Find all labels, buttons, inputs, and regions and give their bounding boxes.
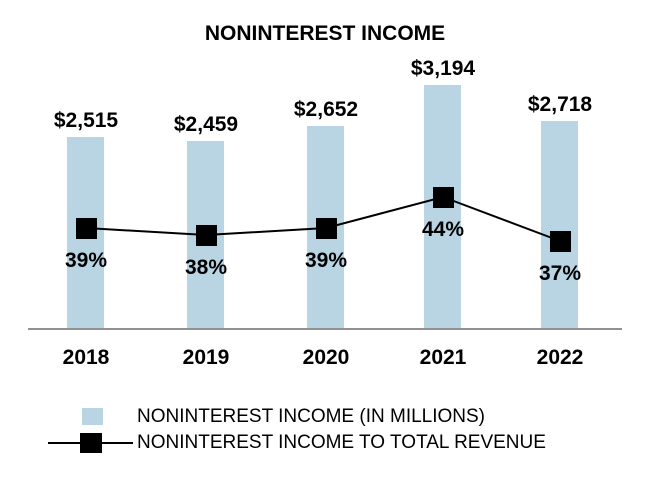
bar-2018 bbox=[67, 137, 104, 329]
line-value-label-2020: 39% bbox=[304, 249, 348, 272]
chart-title: NONINTEREST INCOME bbox=[204, 22, 446, 45]
bar-2022 bbox=[541, 121, 578, 329]
bar-value-label-2020: $2,652 bbox=[293, 98, 359, 121]
bar-2020 bbox=[307, 126, 344, 329]
line-series-marker-icon bbox=[48, 433, 133, 453]
line-value-label-2018: 39% bbox=[64, 249, 108, 272]
x-axis-label-2021: 2021 bbox=[419, 346, 467, 369]
bar-2021 bbox=[424, 85, 461, 329]
x-axis-label-2018: 2018 bbox=[62, 346, 110, 369]
bar-2019 bbox=[187, 141, 224, 329]
legend-square-marker-icon bbox=[80, 433, 102, 453]
x-axis-label-2020: 2020 bbox=[302, 346, 350, 369]
bar-value-label-2018: $2,515 bbox=[53, 109, 119, 132]
legend-label-bar-series: NONINTEREST INCOME (IN MILLIONS) bbox=[137, 406, 486, 427]
line-value-label-2022: 37% bbox=[538, 262, 582, 285]
x-axis-label-2019: 2019 bbox=[182, 346, 230, 369]
x-axis-label-2022: 2022 bbox=[536, 346, 584, 369]
line-value-label-2021: 44% bbox=[421, 218, 465, 241]
bar-series-swatch-icon bbox=[82, 408, 103, 425]
legend-label-line-series: NONINTEREST INCOME TO TOTAL REVENUE bbox=[137, 432, 546, 453]
x-axis-line bbox=[28, 328, 622, 330]
line-value-label-2019: 38% bbox=[184, 256, 228, 279]
bar-value-label-2019: $2,459 bbox=[173, 113, 239, 136]
bar-value-label-2022: $2,718 bbox=[527, 93, 593, 116]
bar-value-label-2021: $3,194 bbox=[410, 57, 476, 80]
